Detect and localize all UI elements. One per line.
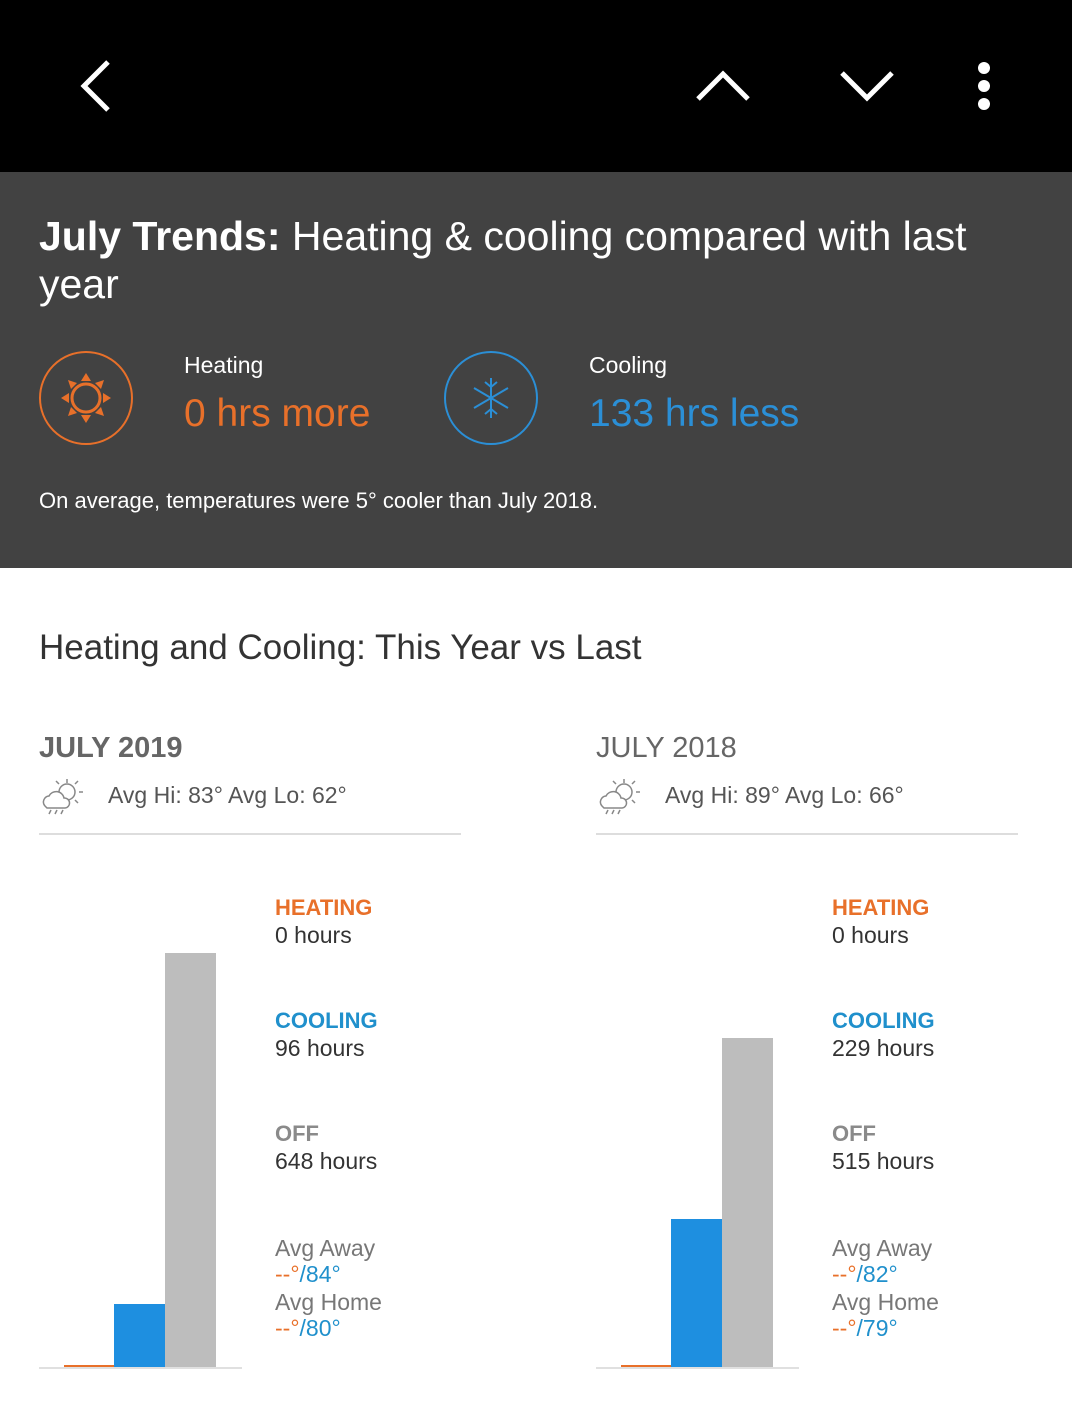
- baseline: [596, 1367, 799, 1369]
- cooling-label: COOLING: [275, 1008, 378, 1033]
- cloud-sun: [42, 779, 83, 815]
- up-button[interactable]: [696, 70, 750, 101]
- weather-icon: [596, 776, 644, 816]
- sun-icon: [39, 351, 133, 445]
- title-bold: July Trends:: [39, 213, 281, 259]
- cooling-label: Cooling: [589, 352, 667, 378]
- off-label: OFF: [275, 1121, 319, 1146]
- heating-bar: [621, 1365, 672, 1367]
- off-hours: 515 hours: [832, 1148, 935, 1174]
- heating-hours: 0 hours: [832, 922, 909, 948]
- back-button[interactable]: [80, 60, 110, 112]
- period-title: JULY 2019: [39, 732, 183, 764]
- cooling-value: 133 hrs less: [589, 392, 800, 435]
- panel-title: July Trends: Heating & cooling compared …: [39, 212, 1029, 308]
- cooling-hours: 229 hours: [832, 1035, 935, 1061]
- more-button[interactable]: [978, 62, 990, 110]
- heat-setpoint: --°: [832, 1315, 857, 1341]
- summary-panel: July Trends: Heating & cooling compared …: [0, 172, 1072, 568]
- divider: [39, 833, 461, 835]
- heating-hours: 0 hours: [275, 922, 352, 948]
- period-title: JULY 2018: [596, 732, 737, 764]
- snowflake-icon: [444, 351, 538, 445]
- avg-away-label: Avg Away: [832, 1235, 933, 1261]
- weather-icon: [39, 776, 87, 816]
- weather-text: Avg Hi: 89° Avg Lo: 66°: [665, 782, 904, 808]
- nav-bar: [0, 0, 1072, 172]
- avg-away-temps: --°/84°: [275, 1261, 341, 1288]
- cooling-hours: 96 hours: [275, 1035, 365, 1061]
- off-bar: [165, 953, 216, 1367]
- cool-setpoint: /84°: [299, 1261, 341, 1287]
- heating-label: HEATING: [832, 895, 930, 920]
- avg-away-temps: --°/82°: [832, 1261, 898, 1288]
- cloud-sun: [599, 779, 640, 815]
- avg-away-label: Avg Away: [275, 1235, 376, 1261]
- avg-home-temps: --°/79°: [832, 1315, 898, 1342]
- avg-home-label: Avg Home: [275, 1289, 382, 1315]
- heat-setpoint: --°: [275, 1261, 300, 1287]
- weather-text: Avg Hi: 83° Avg Lo: 62°: [108, 782, 347, 808]
- summary-text: On average, temperatures were 5° cooler …: [39, 488, 599, 513]
- cooling-label: COOLING: [832, 1008, 935, 1033]
- cooling-bar: [671, 1219, 722, 1367]
- cool-setpoint: /82°: [856, 1261, 898, 1287]
- heat-setpoint: --°: [832, 1261, 857, 1287]
- off-hours: 648 hours: [275, 1148, 378, 1174]
- avg-home-label: Avg Home: [832, 1289, 939, 1315]
- baseline: [39, 1367, 242, 1369]
- title-rest: Heating & cooling compared with last yea…: [39, 213, 967, 307]
- panel-icons: [39, 351, 538, 445]
- divider: [596, 833, 1018, 835]
- heating-label: Heating: [184, 352, 264, 378]
- cool-setpoint: /80°: [299, 1315, 341, 1341]
- nav-icons: [80, 60, 990, 112]
- heating-bar: [64, 1365, 115, 1367]
- cool-setpoint: /79°: [856, 1315, 898, 1341]
- heat-setpoint: --°: [275, 1315, 300, 1341]
- down-button[interactable]: [840, 71, 894, 102]
- heating-label: HEATING: [275, 895, 373, 920]
- off-bar: [722, 1037, 773, 1367]
- cooling-bar: [114, 1303, 165, 1367]
- avg-home-temps: --°/80°: [275, 1315, 341, 1342]
- off-label: OFF: [832, 1121, 876, 1146]
- section-title: Heating and Cooling: This Year vs Last: [39, 628, 642, 667]
- heating-value: 0 hrs more: [184, 392, 371, 435]
